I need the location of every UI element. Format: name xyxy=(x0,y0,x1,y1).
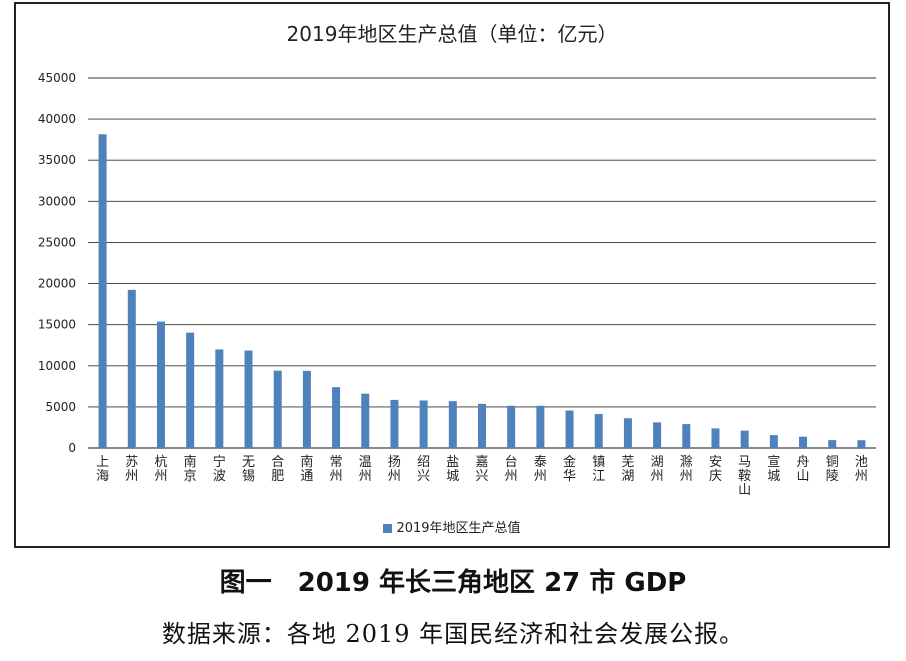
bar xyxy=(332,387,341,448)
bar xyxy=(565,410,574,448)
x-tick-label: 安庆 xyxy=(709,455,722,484)
x-tick-label: 绍兴 xyxy=(417,455,430,484)
y-tick-label: 25000 xyxy=(38,235,76,249)
bar xyxy=(594,414,603,448)
bar xyxy=(215,349,224,448)
bar xyxy=(186,332,195,448)
bar xyxy=(711,428,720,448)
bar xyxy=(769,435,778,448)
figure-caption: 图一 2019 年长三角地区 27 市 GDP xyxy=(219,568,687,598)
bar xyxy=(127,289,136,448)
x-tick-label: 马鞍山 xyxy=(738,455,751,498)
bar xyxy=(419,400,428,448)
y-tick-label: 0 xyxy=(68,441,76,455)
legend-label: 2019年地区生产总值 xyxy=(396,521,521,536)
legend-swatch xyxy=(383,524,393,533)
chart-frame: 2019年地区生产总值（单位：亿元） 0 5000 10000 15000 20000 2… xyxy=(14,2,890,548)
x-tick-label: 盐城 xyxy=(446,455,459,484)
x-tick-label: 苏州 xyxy=(125,454,138,484)
bar xyxy=(302,370,311,448)
y-tick-label: 20000 xyxy=(38,277,76,291)
x-tick-label: 池州 xyxy=(855,455,868,484)
x-tick-label: 台州 xyxy=(505,455,518,484)
bar xyxy=(740,430,749,448)
x-tick-label: 上海 xyxy=(96,455,109,484)
y-tick-label: 5000 xyxy=(45,400,76,414)
x-tick-label: 南通 xyxy=(300,454,313,484)
y-tick-label: 10000 xyxy=(38,359,76,373)
y-tick-label: 45000 xyxy=(38,71,76,85)
x-tick-label: 温州 xyxy=(359,455,372,484)
y-tick-label: 30000 xyxy=(38,194,76,208)
x-tick-label: 宣城 xyxy=(767,454,780,484)
x-tick-label: 常州 xyxy=(330,455,343,484)
y-tick-label: 40000 xyxy=(38,112,76,126)
x-tick-label: 金华 xyxy=(563,454,576,484)
x-tick-label: 宁波 xyxy=(213,454,226,484)
bar xyxy=(361,393,370,448)
bar xyxy=(653,422,662,448)
x-tick-label: 泰州 xyxy=(534,455,547,484)
bar xyxy=(536,405,545,448)
bar xyxy=(682,424,691,448)
x-tick-label: 镇江 xyxy=(592,455,605,484)
x-tick-label: 南京 xyxy=(184,454,197,484)
bar xyxy=(799,436,808,448)
bar xyxy=(507,405,516,448)
bar xyxy=(273,370,282,448)
x-tick-label: 杭州 xyxy=(154,455,167,484)
bar xyxy=(390,399,399,448)
x-tick-label: 合肥 xyxy=(271,455,284,484)
x-tick-label: 扬州 xyxy=(388,455,401,484)
bar xyxy=(828,440,837,448)
x-tick-label: 滁州 xyxy=(680,454,693,484)
bar xyxy=(448,401,457,448)
legend: 2019年地区生产总值 xyxy=(16,517,888,536)
x-tick-label: 嘉兴 xyxy=(475,455,488,484)
bar xyxy=(244,350,253,448)
bar xyxy=(156,321,165,448)
x-tick-label: 舟山 xyxy=(797,455,810,484)
chart-title: 2019年地区生产总值（单位：亿元） xyxy=(286,22,618,46)
y-tick-label: 15000 xyxy=(38,318,76,332)
bar xyxy=(478,403,486,448)
bar xyxy=(857,440,866,448)
x-tick-label: 芜湖 xyxy=(621,455,634,484)
x-tick-label: 铜陵 xyxy=(826,455,839,484)
bar xyxy=(623,418,632,448)
y-tick-label: 35000 xyxy=(38,153,76,167)
x-tick-label: 无锡 xyxy=(242,455,255,484)
x-tick-label: 湖州 xyxy=(651,455,664,484)
source-note: 数据来源：各地 2019 年国民经济和社会发展公报。 xyxy=(161,620,745,648)
bar-chart: 0 5000 10000 15000 20000 25000 30000 35000 40000… xyxy=(38,71,876,498)
bar xyxy=(98,134,107,448)
